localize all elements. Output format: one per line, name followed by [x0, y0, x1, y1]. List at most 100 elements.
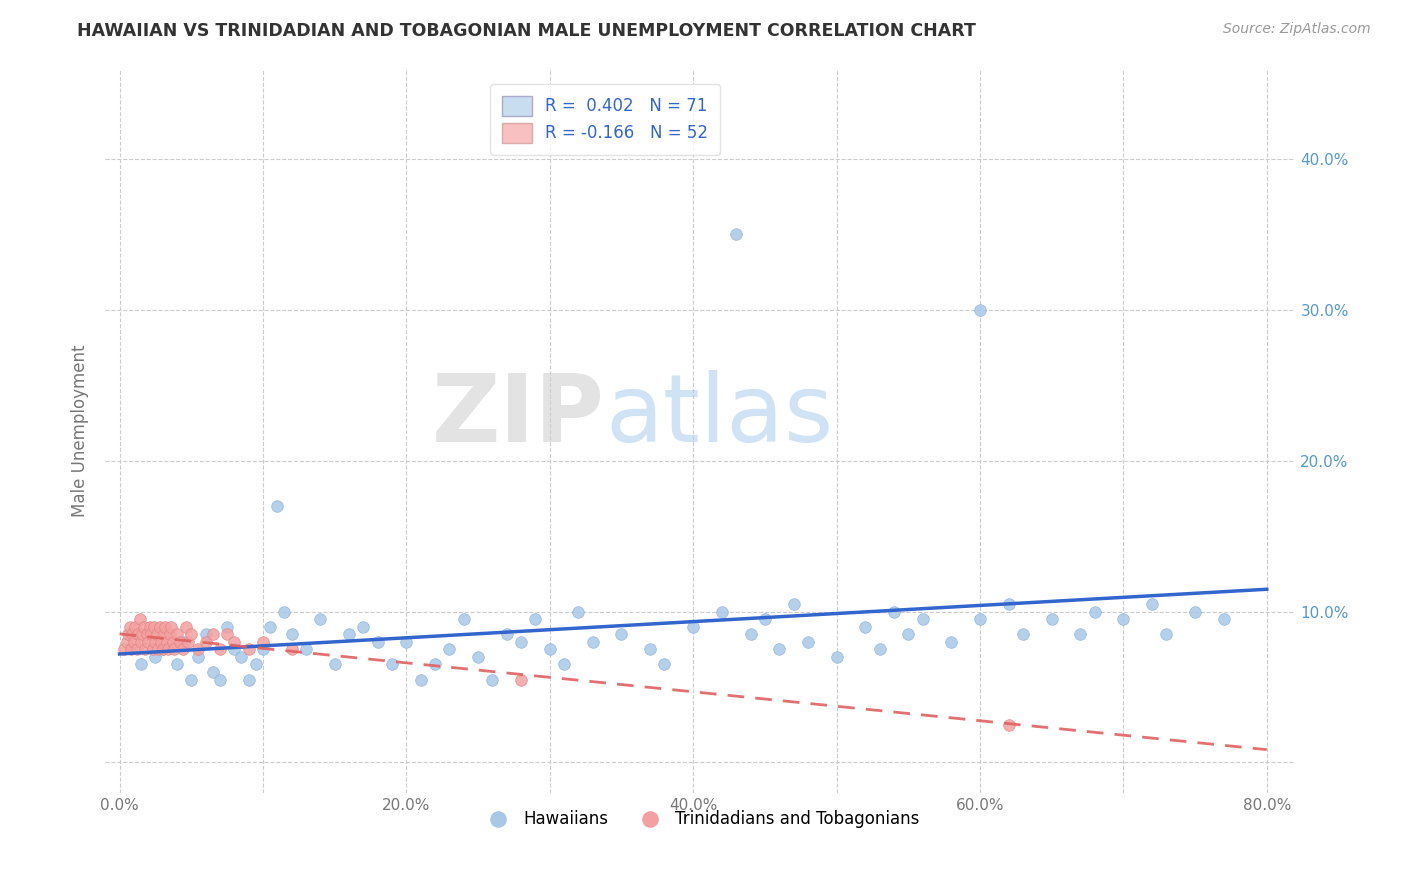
- Point: [439, 642, 461, 657]
- Point: [897, 627, 920, 641]
- Point: [553, 657, 575, 672]
- Point: [208, 642, 231, 657]
- Point: [148, 642, 170, 657]
- Point: [245, 657, 267, 672]
- Point: [1212, 612, 1234, 626]
- Point: [132, 620, 155, 634]
- Point: [1140, 597, 1163, 611]
- Text: atlas: atlas: [605, 370, 834, 462]
- Point: [997, 597, 1019, 611]
- Point: [162, 634, 184, 648]
- Point: [567, 605, 589, 619]
- Point: [969, 612, 991, 626]
- Point: [510, 673, 533, 687]
- Point: [754, 612, 776, 626]
- Point: [187, 642, 209, 657]
- Point: [510, 634, 533, 648]
- Point: [853, 620, 876, 634]
- Point: [941, 634, 963, 648]
- Point: [143, 620, 166, 634]
- Point: [238, 673, 260, 687]
- Point: [725, 227, 748, 242]
- Point: [217, 620, 239, 634]
- Point: [1012, 627, 1035, 641]
- Point: [174, 620, 197, 634]
- Point: [208, 673, 231, 687]
- Point: [1084, 605, 1107, 619]
- Point: [280, 642, 302, 657]
- Point: [309, 612, 332, 626]
- Point: [997, 718, 1019, 732]
- Point: [117, 627, 139, 641]
- Point: [481, 673, 503, 687]
- Point: [969, 302, 991, 317]
- Point: [124, 620, 146, 634]
- Point: [740, 627, 762, 641]
- Point: [187, 649, 209, 664]
- Point: [453, 612, 475, 626]
- Point: [395, 634, 418, 648]
- Point: [797, 634, 820, 648]
- Point: [367, 634, 389, 648]
- Point: [201, 665, 224, 679]
- Point: [173, 634, 195, 648]
- Point: [217, 627, 239, 641]
- Point: [259, 620, 281, 634]
- Point: [381, 657, 404, 672]
- Point: [112, 642, 135, 657]
- Point: [122, 634, 145, 648]
- Point: [153, 627, 176, 641]
- Point: [266, 499, 288, 513]
- Point: [134, 642, 156, 657]
- Point: [172, 642, 194, 657]
- Point: [177, 634, 200, 648]
- Point: [1112, 612, 1135, 626]
- Point: [141, 642, 163, 657]
- Point: [252, 642, 274, 657]
- Point: [638, 642, 661, 657]
- Text: Source: ZipAtlas.com: Source: ZipAtlas.com: [1223, 22, 1371, 37]
- Point: [118, 620, 141, 634]
- Point: [682, 620, 704, 634]
- Point: [128, 612, 150, 626]
- Point: [295, 642, 318, 657]
- Legend: Hawaiians, Trinidadians and Tobagonians: Hawaiians, Trinidadians and Tobagonians: [475, 804, 927, 835]
- Point: [423, 657, 446, 672]
- Point: [127, 627, 149, 641]
- Point: [146, 627, 169, 641]
- Point: [115, 634, 138, 648]
- Point: [911, 612, 934, 626]
- Point: [163, 642, 186, 657]
- Point: [238, 642, 260, 657]
- Point: [231, 649, 253, 664]
- Point: [145, 649, 167, 664]
- Point: [273, 605, 295, 619]
- Point: [201, 627, 224, 641]
- Point: [145, 634, 167, 648]
- Point: [352, 620, 374, 634]
- Point: [138, 620, 160, 634]
- Point: [224, 642, 246, 657]
- Point: [467, 649, 489, 664]
- Point: [768, 642, 790, 657]
- Point: [149, 620, 172, 634]
- Point: [538, 642, 561, 657]
- Point: [152, 642, 174, 657]
- Point: [409, 673, 432, 687]
- Point: [159, 627, 181, 641]
- Point: [1156, 627, 1178, 641]
- Point: [782, 597, 804, 611]
- Point: [166, 627, 188, 641]
- Point: [1069, 627, 1091, 641]
- Point: [194, 627, 217, 641]
- Point: [169, 634, 191, 648]
- Point: [129, 657, 152, 672]
- Point: [194, 634, 217, 648]
- Point: [654, 657, 676, 672]
- Point: [166, 657, 188, 672]
- Point: [157, 642, 180, 657]
- Point: [150, 634, 173, 648]
- Point: [131, 627, 153, 641]
- Point: [136, 634, 159, 648]
- Point: [337, 627, 360, 641]
